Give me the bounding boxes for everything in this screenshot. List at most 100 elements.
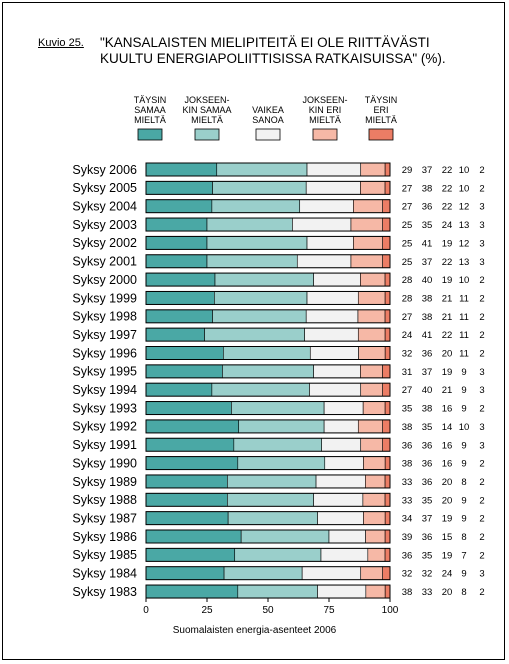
bar-outline bbox=[145, 199, 391, 214]
value-label: 8 bbox=[461, 587, 466, 598]
value-label: 10 bbox=[459, 165, 470, 176]
value-label: 3 bbox=[479, 202, 484, 213]
bar-segment bbox=[145, 309, 213, 324]
value-label: 20 bbox=[442, 495, 453, 506]
value-label: 2 bbox=[479, 183, 484, 194]
bar-segment bbox=[358, 346, 386, 360]
bar-segment bbox=[145, 162, 218, 177]
bar-segment bbox=[145, 217, 208, 232]
value-label: 8 bbox=[461, 532, 466, 543]
value-label: 2 bbox=[479, 312, 484, 323]
bar-segment bbox=[231, 401, 325, 415]
bar-segment bbox=[206, 254, 298, 269]
bar-segment bbox=[321, 437, 362, 452]
chart-title-line-2: KUULTU ENERGIAPOLIITTISISSA RATKAISUISSA… bbox=[100, 51, 446, 66]
value-label: 22 bbox=[442, 165, 453, 176]
value-label: 3 bbox=[479, 220, 484, 231]
bar-segment bbox=[211, 382, 310, 397]
value-label: 16 bbox=[442, 459, 453, 470]
bar-segment bbox=[145, 401, 232, 415]
category-label: Syksy 1997 bbox=[72, 328, 137, 342]
value-label: 2 bbox=[479, 587, 484, 598]
bar-segment bbox=[306, 291, 359, 305]
bar-segment bbox=[360, 162, 386, 177]
category-label: Syksy 1983 bbox=[72, 585, 137, 599]
bar-segment bbox=[206, 236, 308, 250]
value-label: 11 bbox=[459, 312, 469, 323]
bar-segment bbox=[145, 327, 205, 342]
value-label: 13 bbox=[459, 220, 470, 231]
value-label: 38 bbox=[402, 587, 413, 598]
category-label: Syksy 2004 bbox=[72, 200, 137, 214]
bar-segment bbox=[357, 419, 383, 434]
bar-segment bbox=[384, 327, 391, 342]
value-label: 21 bbox=[442, 293, 453, 304]
value-label: 21 bbox=[442, 385, 453, 396]
bar-segment bbox=[234, 548, 322, 562]
value-label: 38 bbox=[422, 404, 433, 415]
value-label: 2 bbox=[479, 404, 484, 415]
category-label: Syksy 1990 bbox=[72, 456, 137, 470]
value-label: 38 bbox=[422, 183, 433, 194]
value-label: 2 bbox=[479, 550, 484, 561]
value-label: 19 bbox=[442, 550, 453, 561]
bar-segment bbox=[353, 236, 383, 250]
legend-label-line: KIN SAMAA bbox=[182, 105, 231, 115]
value-label: 35 bbox=[422, 550, 433, 561]
category-label: Syksy 2002 bbox=[72, 236, 137, 250]
bar-segment bbox=[237, 456, 326, 470]
bar-segment bbox=[145, 548, 236, 562]
value-label: 35 bbox=[422, 220, 433, 231]
bar-segment bbox=[384, 548, 391, 562]
bar-segment bbox=[145, 511, 229, 525]
bar-segment bbox=[382, 217, 391, 232]
value-label: 22 bbox=[442, 183, 453, 194]
legend-label-line: KIN ERI bbox=[309, 105, 342, 115]
value-label: 37 bbox=[422, 257, 433, 268]
value-label: 27 bbox=[402, 183, 413, 194]
bar-segment bbox=[360, 181, 386, 195]
value-label: 38 bbox=[402, 422, 413, 433]
bar-segment bbox=[313, 364, 361, 379]
bar-segment bbox=[145, 456, 239, 470]
bar-segment bbox=[212, 309, 307, 324]
category-label: Syksy 1988 bbox=[72, 493, 137, 507]
bar-segment bbox=[305, 181, 361, 195]
bar-segment bbox=[324, 456, 364, 470]
value-label: 24 bbox=[442, 569, 453, 580]
bar-segment bbox=[214, 291, 308, 305]
bar-segment bbox=[227, 492, 314, 507]
bar-outline bbox=[145, 382, 391, 397]
value-label: 19 bbox=[442, 275, 453, 286]
value-label: 2 bbox=[479, 275, 484, 286]
value-label: 41 bbox=[422, 238, 433, 249]
bar-segment bbox=[145, 492, 228, 507]
value-label: 25 bbox=[402, 220, 413, 231]
bar-segment bbox=[384, 511, 391, 525]
legend-label-line: MIELTÄ bbox=[365, 115, 397, 125]
bar-segment bbox=[222, 364, 314, 379]
value-label: 10 bbox=[459, 422, 470, 433]
bar-segment bbox=[365, 474, 386, 489]
bar-segment bbox=[227, 474, 317, 489]
value-label: 39 bbox=[402, 532, 413, 543]
bar-segment bbox=[320, 548, 369, 562]
value-label: 22 bbox=[442, 257, 453, 268]
source-note: Suomalaisten energia-asenteet 2006 bbox=[172, 625, 337, 636]
bar-segment bbox=[145, 584, 239, 599]
value-label: 41 bbox=[422, 330, 433, 341]
legend-swatch bbox=[255, 128, 281, 141]
bar-segment bbox=[296, 254, 352, 269]
value-label: 12 bbox=[459, 202, 470, 213]
bar-outline bbox=[145, 474, 391, 489]
bar-segment bbox=[301, 566, 362, 581]
bar-segment bbox=[357, 291, 386, 305]
value-label: 2 bbox=[479, 293, 484, 304]
value-label: 8 bbox=[461, 477, 466, 488]
value-label: 31 bbox=[402, 367, 413, 378]
bar-segment bbox=[382, 364, 391, 379]
legend-swatch bbox=[194, 128, 220, 141]
bar-outline bbox=[145, 162, 391, 177]
bar-segment bbox=[360, 364, 383, 379]
